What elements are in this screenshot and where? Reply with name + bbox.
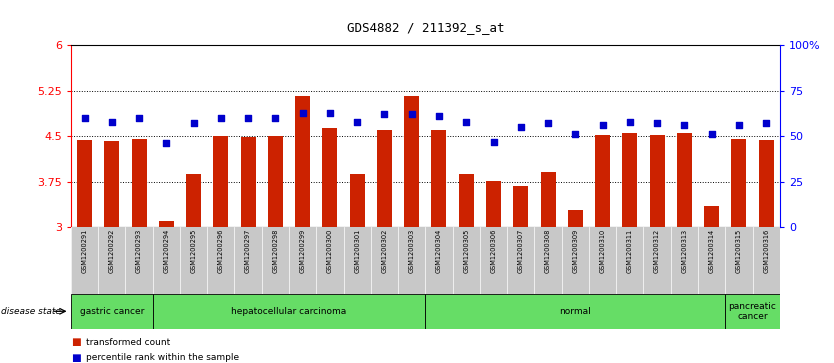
Text: GSM1200299: GSM1200299 bbox=[299, 229, 305, 273]
Text: GSM1200306: GSM1200306 bbox=[490, 229, 496, 273]
Text: gastric cancer: gastric cancer bbox=[79, 307, 144, 316]
Point bbox=[760, 121, 773, 126]
Bar bbox=[486, 181, 501, 227]
Text: GSM1200315: GSM1200315 bbox=[736, 229, 742, 273]
Point bbox=[487, 139, 500, 144]
Text: GSM1200302: GSM1200302 bbox=[381, 229, 388, 273]
Point bbox=[460, 119, 473, 125]
Point bbox=[595, 122, 609, 128]
Bar bbox=[349, 174, 364, 227]
Text: GSM1200307: GSM1200307 bbox=[518, 229, 524, 273]
Bar bbox=[759, 140, 774, 227]
Bar bbox=[404, 95, 420, 227]
Text: GSM1200304: GSM1200304 bbox=[436, 229, 442, 273]
Point bbox=[569, 131, 582, 137]
Text: GSM1200303: GSM1200303 bbox=[409, 229, 414, 273]
Point bbox=[214, 115, 228, 121]
Point bbox=[651, 121, 664, 126]
Text: GSM1200292: GSM1200292 bbox=[108, 229, 115, 273]
FancyBboxPatch shape bbox=[726, 294, 780, 329]
Text: GSM1200308: GSM1200308 bbox=[545, 229, 551, 273]
FancyBboxPatch shape bbox=[425, 294, 726, 329]
Bar bbox=[568, 210, 583, 227]
Point bbox=[269, 115, 282, 121]
Text: GSM1200294: GSM1200294 bbox=[163, 229, 169, 273]
FancyBboxPatch shape bbox=[71, 294, 153, 329]
Text: GSM1200316: GSM1200316 bbox=[763, 229, 769, 273]
Bar bbox=[241, 137, 255, 227]
Point bbox=[405, 111, 419, 117]
Point bbox=[350, 119, 364, 125]
Text: GSM1200312: GSM1200312 bbox=[654, 229, 660, 273]
Text: GSM1200301: GSM1200301 bbox=[354, 229, 360, 273]
Text: GSM1200293: GSM1200293 bbox=[136, 229, 142, 273]
Text: GSM1200300: GSM1200300 bbox=[327, 229, 333, 273]
Bar bbox=[295, 95, 310, 227]
Bar bbox=[731, 139, 746, 227]
Text: GSM1200314: GSM1200314 bbox=[709, 229, 715, 273]
Bar bbox=[622, 133, 637, 227]
Text: GSM1200297: GSM1200297 bbox=[245, 229, 251, 273]
Point bbox=[541, 121, 555, 126]
Text: GSM1200295: GSM1200295 bbox=[191, 229, 197, 273]
Text: transformed count: transformed count bbox=[86, 338, 170, 347]
Bar bbox=[186, 174, 201, 227]
FancyBboxPatch shape bbox=[153, 294, 425, 329]
Text: percentile rank within the sample: percentile rank within the sample bbox=[86, 353, 239, 362]
Point bbox=[623, 119, 636, 125]
Text: GSM1200291: GSM1200291 bbox=[82, 229, 88, 273]
Text: GSM1200311: GSM1200311 bbox=[627, 229, 633, 273]
Point bbox=[242, 115, 255, 121]
Text: ■: ■ bbox=[71, 352, 81, 363]
Bar bbox=[158, 221, 173, 227]
Point bbox=[378, 111, 391, 117]
Text: GSM1200305: GSM1200305 bbox=[463, 229, 470, 273]
Text: normal: normal bbox=[560, 307, 591, 316]
Point bbox=[78, 115, 91, 121]
Bar bbox=[132, 139, 147, 227]
Point bbox=[133, 115, 146, 121]
Text: hepatocellular carcinoma: hepatocellular carcinoma bbox=[231, 307, 347, 316]
Point bbox=[187, 121, 200, 126]
Point bbox=[296, 110, 309, 115]
Bar bbox=[540, 172, 555, 227]
Text: pancreatic
cancer: pancreatic cancer bbox=[729, 302, 776, 321]
Point bbox=[732, 122, 746, 128]
Bar bbox=[459, 174, 474, 227]
Bar bbox=[704, 206, 719, 227]
Bar bbox=[268, 136, 283, 227]
Bar bbox=[104, 141, 119, 227]
Bar bbox=[323, 128, 338, 227]
Point bbox=[105, 119, 118, 125]
Point bbox=[678, 122, 691, 128]
Point bbox=[324, 110, 337, 115]
Bar bbox=[377, 130, 392, 227]
Bar bbox=[650, 135, 665, 227]
Text: GSM1200310: GSM1200310 bbox=[600, 229, 605, 273]
Bar bbox=[214, 136, 229, 227]
Text: GSM1200309: GSM1200309 bbox=[572, 229, 578, 273]
Point bbox=[159, 140, 173, 146]
Bar bbox=[77, 140, 92, 227]
Text: GDS4882 / 211392_s_at: GDS4882 / 211392_s_at bbox=[347, 21, 504, 34]
Text: GSM1200296: GSM1200296 bbox=[218, 229, 224, 273]
Point bbox=[514, 124, 527, 130]
Text: GSM1200298: GSM1200298 bbox=[273, 229, 279, 273]
Bar bbox=[431, 130, 446, 227]
Text: GSM1200313: GSM1200313 bbox=[681, 229, 687, 273]
Point bbox=[432, 113, 445, 119]
Bar bbox=[677, 133, 692, 227]
Bar bbox=[513, 186, 528, 227]
Bar bbox=[595, 135, 610, 227]
Text: ■: ■ bbox=[71, 337, 81, 347]
Point bbox=[705, 131, 718, 137]
Text: disease state: disease state bbox=[1, 307, 61, 316]
